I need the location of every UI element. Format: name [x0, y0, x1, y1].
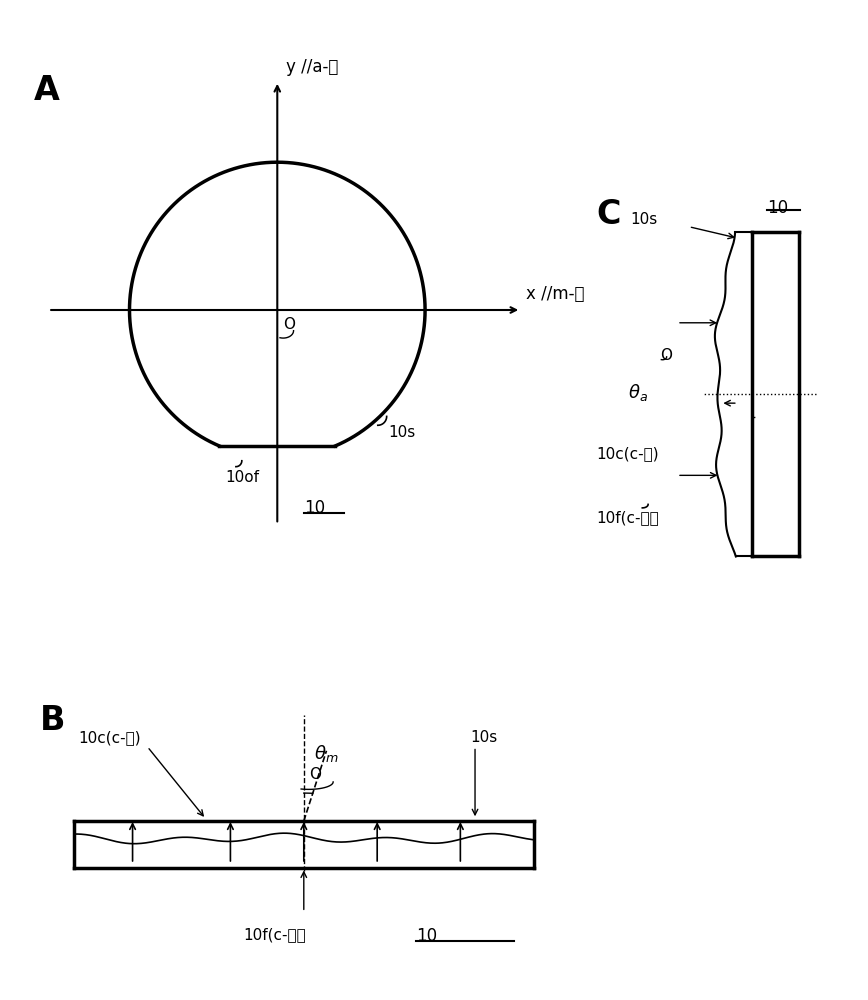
Text: $\theta_m$: $\theta_m$	[313, 743, 338, 764]
Text: 10of: 10of	[226, 470, 260, 485]
Text: 10: 10	[304, 499, 325, 517]
Text: 10: 10	[766, 199, 788, 217]
Text: 10f(c-面）: 10f(c-面）	[243, 927, 306, 942]
Text: 10s: 10s	[631, 212, 658, 227]
Text: y //a-轴: y //a-轴	[286, 58, 339, 76]
Text: O: O	[309, 767, 320, 782]
Text: C: C	[596, 198, 621, 231]
Text: 10f(c-面）: 10f(c-面）	[596, 510, 659, 525]
Text: A: A	[34, 74, 59, 107]
Text: 10c(c-轴): 10c(c-轴)	[596, 447, 659, 462]
Text: 10c(c-轴): 10c(c-轴)	[79, 730, 141, 745]
Text: 10s: 10s	[388, 425, 416, 440]
Text: $\theta_a$: $\theta_a$	[628, 382, 648, 403]
Text: x //m-轴: x //m-轴	[526, 285, 584, 303]
Text: 10s: 10s	[470, 730, 497, 745]
Text: 10: 10	[417, 927, 437, 945]
Text: O: O	[660, 348, 672, 363]
Text: O: O	[283, 317, 295, 332]
Text: B: B	[40, 704, 65, 737]
